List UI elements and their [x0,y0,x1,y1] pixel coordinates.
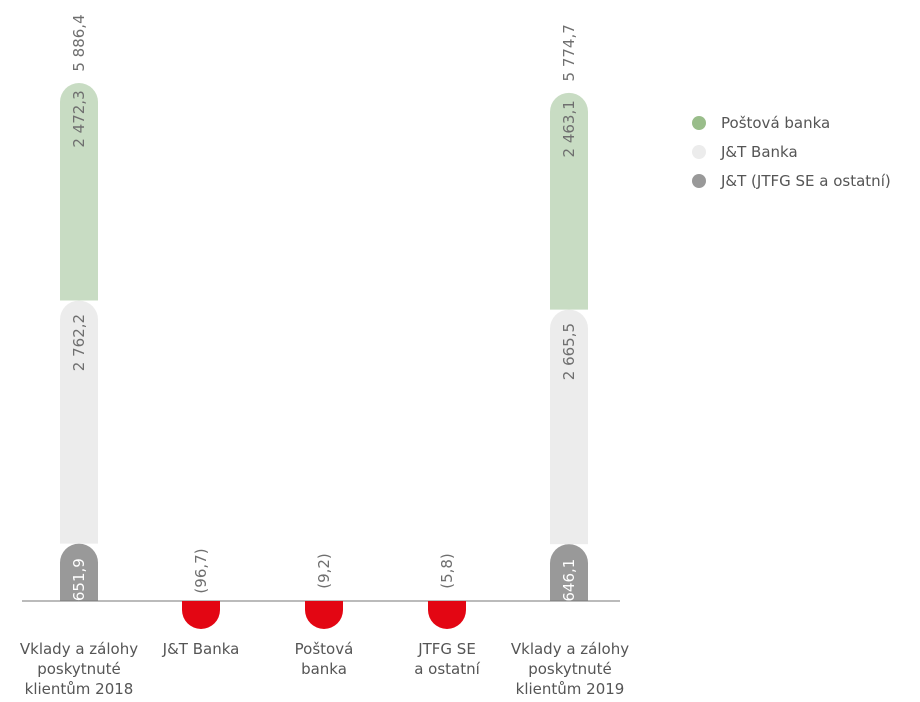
data-label: 2 762,2 [70,314,88,371]
category-label-line: J&T Banka [162,640,240,658]
legend-marker [692,173,706,188]
data-label: 2 665,5 [560,323,578,380]
category-label: Vklady a zálohy poskytnuté klientům 2019 [511,640,629,698]
bar-segment [60,300,98,544]
category-label: J&T Banka [162,640,240,658]
data-label: 646,1 [560,559,578,602]
legend: Poštová banka J&T Banka J&T (JTFG SE a o… [692,108,891,195]
bar-segment [60,83,98,301]
change-label: (96,7) [192,548,210,593]
total-label: 5 886,4 [70,14,88,71]
legend-label: J&T Banka [721,142,798,161]
bar-segment [60,543,98,601]
total-label: 5 774,7 [560,24,578,81]
legend-item-postova-banka: Poštová banka [692,108,891,137]
category-label-line: poskytnuté [37,660,121,678]
category-label-line: poskytnuté [528,660,612,678]
legend-label: Poštová banka [721,113,831,132]
change-label: (5,8) [438,553,456,589]
bar-segment [550,544,588,601]
change-label: (9,2) [315,553,333,589]
bar-segment [550,309,588,545]
category-label-line: a ostatní [414,660,480,678]
category-label-line: Vklady a zálohy [20,640,138,658]
category-label-line: Vklady a zálohy [511,640,629,658]
legend-marker [692,115,706,130]
legend-item-jt-jtfg: J&T (JTFG SE a ostatní) [692,166,891,195]
category-label: JTFG SE a ostatní [414,640,480,678]
change-bar [305,601,343,629]
data-label: 2 472,3 [70,90,88,147]
category-label: Vklady a zálohy poskytnuté klientům 2018 [20,640,138,698]
bar-segment [550,92,588,310]
legend-marker [692,144,706,159]
data-label: 651,9 [70,558,88,601]
category-label: Poštová banka [295,640,354,678]
category-label-line: JTFG SE [417,640,476,658]
change-bar [182,601,220,629]
data-label: 2 463,1 [560,100,578,157]
category-label-line: klientům 2018 [25,680,134,698]
legend-item-jt-banka: J&T Banka [692,137,891,166]
change-bar [428,601,466,629]
category-label-line: klientům 2019 [516,680,625,698]
category-label-line: Poštová [295,640,354,658]
category-label-line: banka [301,660,347,678]
legend-label: J&T (JTFG SE a ostatní) [721,171,891,190]
